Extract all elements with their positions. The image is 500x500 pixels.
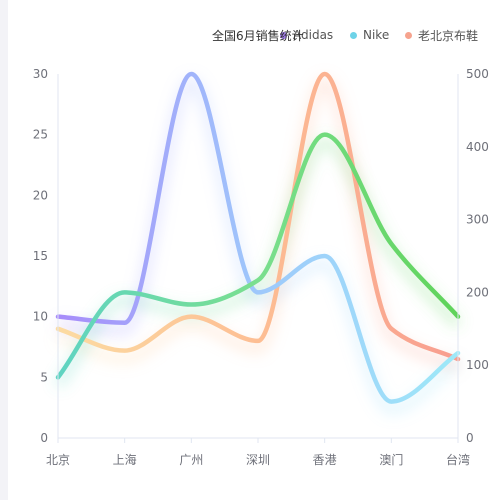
x-tick-label: 澳门 [379, 452, 403, 467]
legend-item-laobeijing[interactable]: 老北京布鞋 [405, 27, 478, 43]
page-edge-strip [0, 0, 8, 500]
y-right-tick-label: 100 [466, 358, 489, 372]
y-left-tick-label: 20 [33, 188, 48, 202]
legend-label-laobeijing: 老北京布鞋 [418, 28, 479, 43]
chart-title: 全国6月销售统计 [212, 29, 304, 43]
y-left-tick-label: 30 [33, 67, 48, 81]
y-right-tick-label: 500 [466, 67, 489, 81]
y-left-tick-label: 5 [40, 370, 48, 384]
y-right-tick-label: 400 [466, 140, 489, 154]
legend-label-nike: Nike [363, 28, 390, 42]
series-glow-nike [54, 137, 462, 389]
chart-legend: Adidas Nike 老北京布鞋 [0, 27, 500, 43]
legend-item-adidas[interactable]: Adidas [280, 27, 333, 43]
y-right-tick-label: 200 [466, 285, 489, 299]
series-line-adidas[interactable] [55, 71, 461, 404]
y-right-tick-label: 300 [466, 213, 489, 227]
y-left-tick-label: 10 [33, 310, 48, 324]
legend-dot-adidas [280, 31, 287, 39]
legend-label-adidas: Adidas [293, 28, 334, 42]
y-right-tick-label: 0 [466, 431, 474, 445]
y-left-tick-label: 15 [33, 249, 48, 263]
x-tick-label: 北京 [46, 453, 70, 467]
x-tick-label: 深圳 [246, 453, 270, 467]
series-glow-adidas [57, 76, 462, 415]
series-line-laobeijing[interactable] [55, 71, 461, 362]
legend-item-nike[interactable]: Nike [350, 27, 389, 43]
x-tick-label: 广州 [179, 453, 203, 467]
line-layer [55, 71, 461, 404]
legend-dot-nike [350, 31, 357, 39]
y-left-tick-label: 25 [33, 128, 48, 142]
glow-layer [54, 76, 462, 415]
x-tick-label: 香港 [313, 453, 337, 467]
series-line-nike[interactable] [55, 132, 461, 380]
y-left-tick-label: 0 [40, 431, 48, 445]
legend-dot-laobeijing [405, 31, 412, 39]
x-tick-label: 上海 [113, 452, 137, 467]
x-tick-label: 台湾 [446, 452, 470, 467]
